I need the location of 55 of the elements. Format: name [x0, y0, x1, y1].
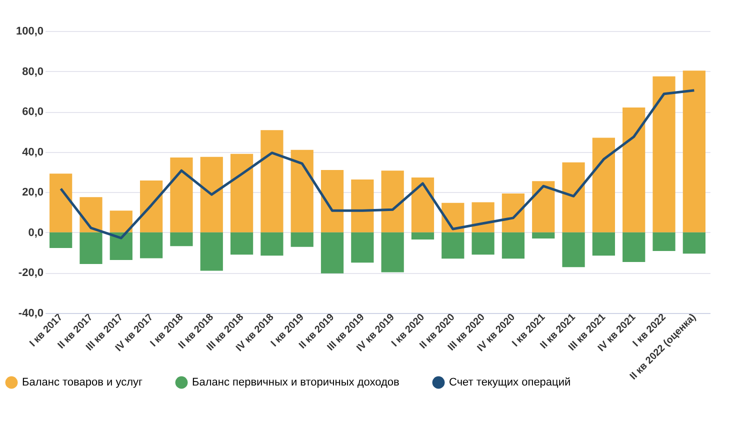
bar [290, 232, 314, 247]
bar [472, 232, 494, 255]
bar [320, 170, 344, 232]
y-tick-label: 60,0 [22, 106, 44, 118]
bar [562, 162, 585, 232]
legend-label: Баланс товаров и услуг [22, 376, 143, 389]
bar [442, 232, 464, 259]
bar [80, 232, 102, 264]
y-tick-label: 0,0 [28, 226, 44, 239]
bar [381, 170, 404, 232]
bar [592, 138, 615, 232]
bar [652, 76, 676, 232]
bar [80, 197, 102, 232]
y-tick-label: 40,0 [22, 146, 44, 158]
bar [110, 232, 132, 260]
bar [170, 232, 193, 246]
bar [50, 174, 72, 232]
y-tick-label: 20,0 [22, 186, 44, 199]
bar [320, 232, 344, 274]
bar [351, 232, 374, 263]
bar [411, 232, 434, 240]
bar [381, 232, 404, 272]
bar [532, 232, 555, 238]
bar [260, 130, 284, 232]
bar [682, 232, 706, 254]
bar [562, 232, 585, 268]
bar [230, 154, 254, 232]
bar [140, 180, 163, 232]
bar [622, 108, 646, 232]
bar [260, 232, 284, 256]
y-tick-label: -20,0 [18, 267, 44, 280]
bar [200, 156, 223, 232]
bar [502, 194, 525, 232]
bar [50, 232, 72, 248]
bar [502, 232, 525, 259]
bar [140, 232, 163, 258]
line-series [60, 89, 696, 240]
bar [682, 70, 706, 232]
bar [230, 232, 254, 255]
bar [592, 232, 615, 256]
bar [290, 150, 314, 232]
y-tick-label: -40,0 [18, 308, 44, 320]
bar [110, 210, 132, 232]
legend-label: Счет текущих операций [449, 376, 571, 389]
legend-label: Баланс первичных и вторичных доходов [192, 376, 400, 389]
bar [472, 202, 494, 232]
bar [532, 181, 555, 232]
bar [351, 179, 374, 232]
bar [200, 232, 223, 271]
bar [652, 232, 676, 251]
bar [411, 177, 434, 232]
bar [170, 157, 193, 232]
y-tick-label: 100,0 [16, 26, 44, 38]
bar [622, 232, 646, 262]
y-tick-label: 80,0 [22, 66, 44, 78]
